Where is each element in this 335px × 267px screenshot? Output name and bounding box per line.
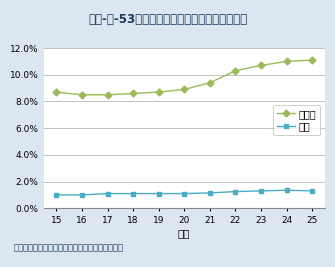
- 学部: [182, 192, 186, 195]
- X-axis label: 年度: 年度: [178, 228, 191, 238]
- Text: 第１-２-53図／学生に占める留学生割合の推移: 第１-２-53図／学生に占める留学生割合の推移: [88, 13, 247, 26]
- 学部: [106, 192, 110, 195]
- 学部: [80, 193, 84, 197]
- 大学院: [131, 92, 135, 95]
- 学部: [208, 191, 212, 194]
- 大学院: [106, 93, 110, 96]
- Legend: 大学院, 学部: 大学院, 学部: [273, 105, 320, 135]
- 学部: [284, 189, 288, 192]
- 大学院: [208, 81, 212, 84]
- 学部: [310, 189, 314, 193]
- 大学院: [233, 69, 238, 72]
- 大学院: [310, 58, 314, 62]
- 大学院: [54, 91, 58, 94]
- 大学院: [80, 93, 84, 96]
- 学部: [54, 193, 58, 197]
- Line: 大学院: 大学院: [54, 58, 315, 97]
- Text: 資料：「学校基本調査」に基づき文部科学省作成: 資料：「学校基本調査」に基づき文部科学省作成: [13, 244, 123, 252]
- 大学院: [259, 64, 263, 67]
- Line: 学部: 学部: [54, 188, 315, 197]
- 学部: [131, 192, 135, 195]
- 学部: [157, 192, 161, 195]
- 大学院: [182, 88, 186, 91]
- 大学院: [284, 60, 288, 63]
- 学部: [259, 189, 263, 193]
- 学部: [233, 190, 238, 193]
- 大学院: [157, 91, 161, 94]
